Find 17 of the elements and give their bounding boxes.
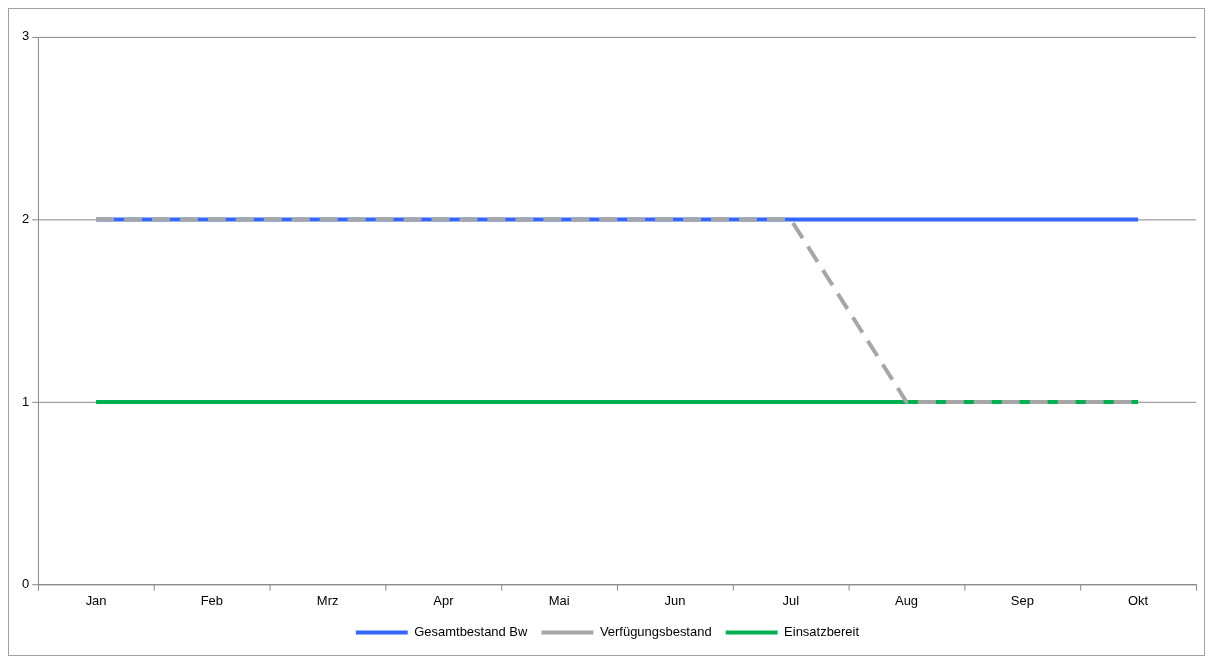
y-tick-label: 1 <box>21 393 30 409</box>
x-tick-label: Apr <box>433 592 455 608</box>
y-tick-label: 2 <box>21 211 30 227</box>
legend-label: Einsatzbereit <box>784 624 860 640</box>
x-tick-label: Jul <box>782 592 800 608</box>
x-tick-label: Mai <box>548 592 570 608</box>
x-tick-label: Feb <box>200 592 224 608</box>
x-tick-label: Jun <box>664 592 686 608</box>
y-tick-label: 3 <box>21 28 30 44</box>
x-tick-label: Okt <box>1128 592 1149 608</box>
x-tick-label: Sep <box>1010 592 1034 608</box>
x-tick-label: Jan <box>85 592 107 608</box>
legend-label: Gesamtbestand Bw <box>414 624 529 640</box>
x-tick-label: Aug <box>895 592 919 608</box>
legend-label: Verfügungsbestand <box>599 624 712 640</box>
x-tick-label: Mrz <box>316 592 339 608</box>
y-tick-label: 0 <box>21 576 30 592</box>
